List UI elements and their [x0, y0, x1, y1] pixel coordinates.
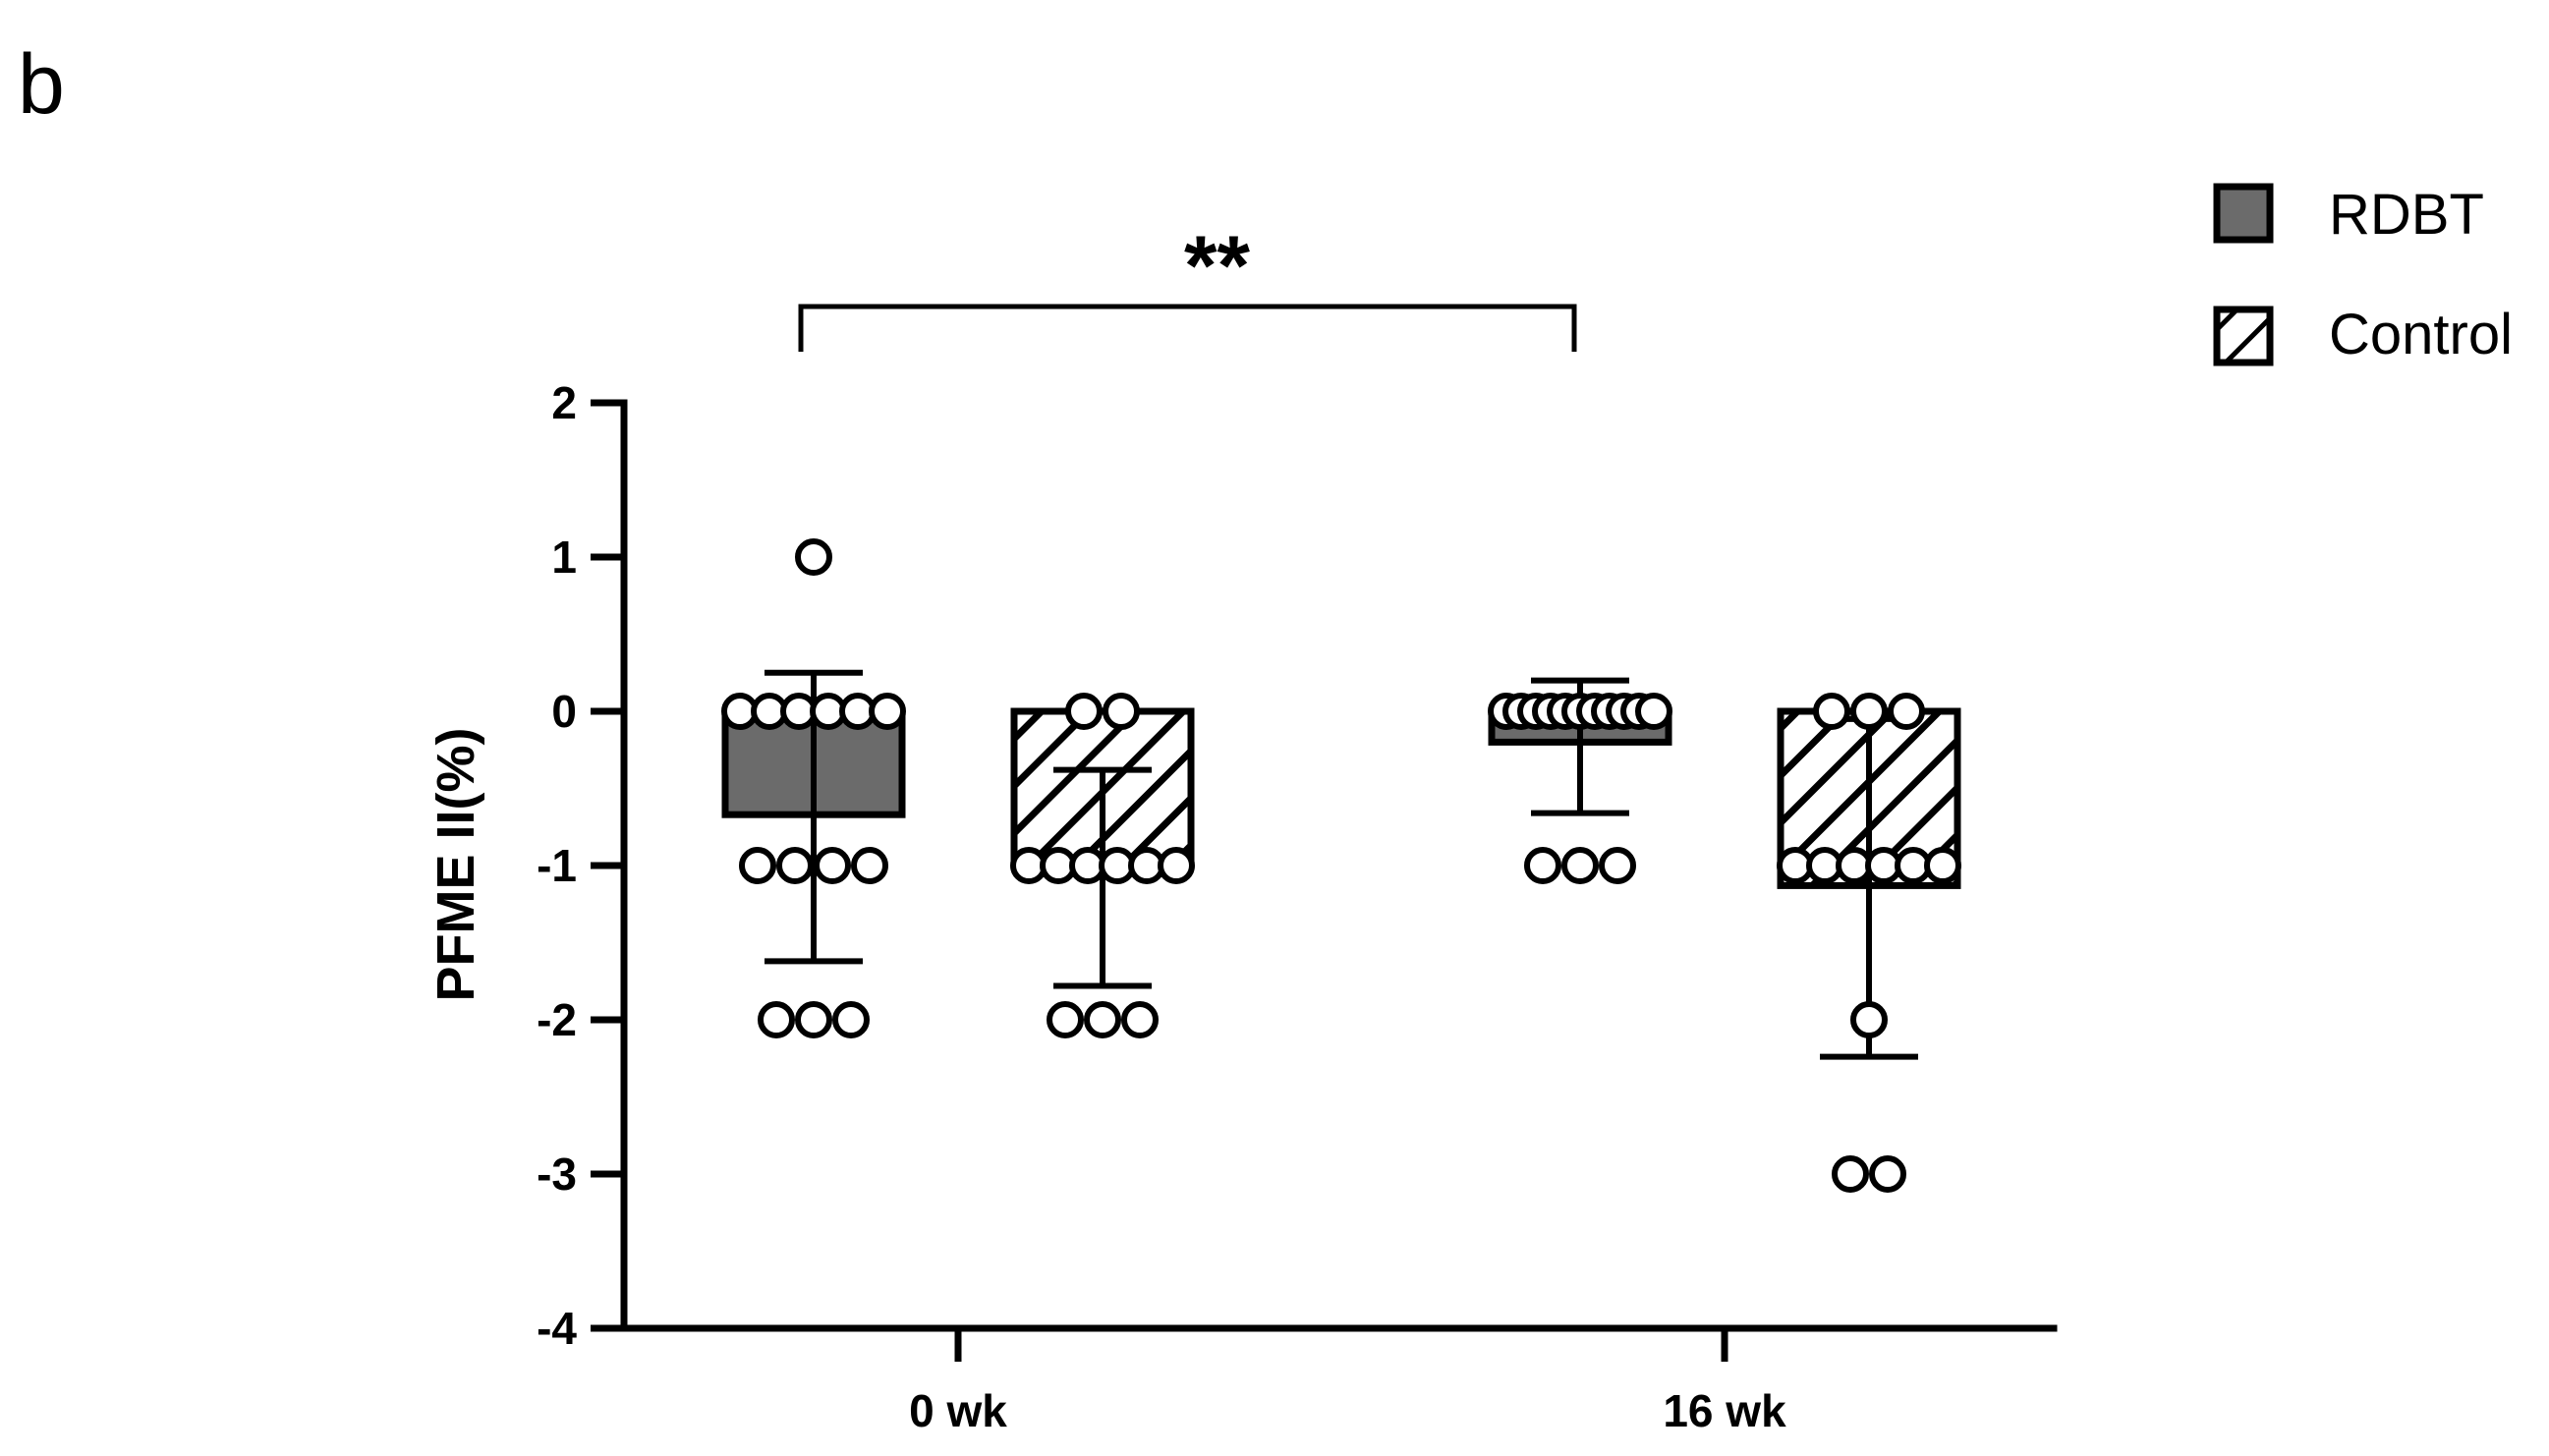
y-tick-label-2: 0 — [551, 686, 577, 737]
data-point-control-1 — [1924, 847, 1961, 884]
significance-label: ** — [1184, 219, 1250, 313]
data-point-control-1 — [1832, 1155, 1869, 1193]
data-point-control-0 — [1158, 847, 1195, 884]
data-point-rdbt-0 — [758, 1001, 795, 1038]
significance-annotation: ** — [798, 219, 1577, 352]
data-point-rdbt-1 — [1561, 847, 1599, 884]
data-point-rdbt-0 — [776, 847, 814, 884]
legend-swatch-rdbt — [2213, 183, 2274, 244]
panel-label: b — [18, 37, 65, 132]
data-point-rdbt-0 — [739, 847, 776, 884]
y-tick-label-0: 2 — [551, 377, 577, 428]
data-point-control-1 — [1850, 1001, 1888, 1038]
points-layer — [721, 538, 1961, 1193]
data-point-control-0 — [1103, 693, 1140, 730]
data-point-control-0 — [1121, 1001, 1159, 1038]
legend: RDBT Control — [2213, 183, 2513, 366]
data-point-rdbt-1 — [1635, 693, 1672, 730]
data-point-rdbt-0 — [814, 847, 851, 884]
data-point-rdbt-1 — [1524, 847, 1561, 884]
data-point-control-1 — [1888, 693, 1925, 730]
data-point-control-1 — [1850, 693, 1888, 730]
data-point-rdbt-1 — [1599, 847, 1636, 884]
data-point-rdbt-0 — [851, 847, 888, 884]
y-tick-label-3: -1 — [537, 840, 577, 891]
y-ticks: 2 1 0 -1 -2 -3 -4 — [537, 377, 624, 1354]
data-point-control-0 — [1084, 1001, 1121, 1038]
x-ticks: 0 wk 16 wk — [909, 1328, 1786, 1436]
bars-layer — [721, 669, 1961, 1060]
y-tick-label-5: -3 — [537, 1148, 577, 1200]
y-tick-label-6: -4 — [537, 1303, 577, 1354]
legend-label-rdbt: RDBT — [2329, 183, 2484, 247]
data-point-control-1 — [1813, 693, 1850, 730]
data-point-rdbt-0 — [795, 1001, 832, 1038]
legend-swatch-control — [2213, 306, 2274, 366]
data-point-rdbt-0 — [832, 1001, 870, 1038]
x-tick-label-0: 0 wk — [909, 1385, 1007, 1436]
data-point-control-0 — [1065, 693, 1103, 730]
significance-bracket — [798, 304, 1577, 352]
data-point-control-1 — [1869, 1155, 1906, 1193]
x-tick-label-1: 16 wk — [1663, 1385, 1786, 1436]
y-axis-label: PFME II(%) — [426, 728, 485, 1002]
data-point-rdbt-0 — [795, 538, 832, 576]
y-tick-label-1: 1 — [551, 532, 577, 583]
y-tick-label-4: -2 — [537, 994, 577, 1045]
legend-label-control: Control — [2329, 303, 2513, 366]
data-point-rdbt-0 — [869, 693, 906, 730]
data-point-control-0 — [1047, 1001, 1084, 1038]
